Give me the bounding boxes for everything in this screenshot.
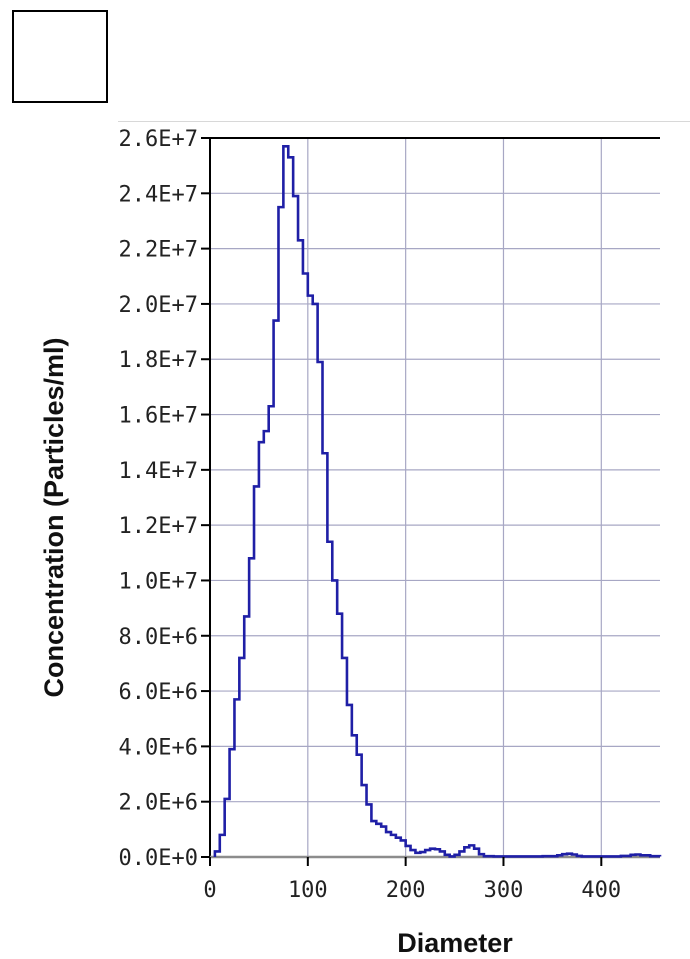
series-layer bbox=[213, 144, 662, 858]
x-ticks: 0 100 200 300 400 bbox=[203, 857, 621, 903]
y-tick-label: 1.8E+7 bbox=[119, 348, 198, 373]
series-line bbox=[213, 144, 662, 858]
divider-line bbox=[118, 121, 690, 122]
y-axis-label: Concentration (Particles/ml) bbox=[39, 337, 69, 697]
x-tick-label: 400 bbox=[581, 878, 621, 903]
y-tick-label: 2.0E+6 bbox=[119, 791, 198, 816]
y-tick-label: 6.0E+6 bbox=[119, 680, 198, 705]
y-tick-label: 2.2E+7 bbox=[119, 238, 198, 263]
y-tick-label: 1.4E+7 bbox=[119, 459, 198, 484]
y-tick-label: 4.0E+6 bbox=[119, 735, 198, 760]
y-tick-label: 2.0E+7 bbox=[119, 293, 198, 318]
x-tick-label: 200 bbox=[386, 878, 426, 903]
grid-lines bbox=[210, 138, 660, 857]
y-tick-label: 2.4E+7 bbox=[119, 182, 198, 207]
y-tick-label: 8.0E+6 bbox=[119, 625, 198, 650]
y-tick-label: 0.0E+0 bbox=[119, 846, 198, 871]
x-axis-label: Diameter bbox=[397, 928, 513, 958]
y-ticks: 0.0E+0 2.0E+6 4.0E+6 6.0E+6 8.0E+6 1.0E+7 1.2E… bbox=[119, 127, 210, 871]
y-tick-label: 1.0E+7 bbox=[119, 569, 198, 594]
legend-box bbox=[12, 10, 108, 103]
x-tick-label: 100 bbox=[288, 878, 328, 903]
y-tick-label: 1.2E+7 bbox=[119, 514, 198, 539]
x-tick-label: 0 bbox=[203, 878, 216, 903]
y-tick-label: 1.6E+7 bbox=[119, 404, 198, 429]
y-tick-label: 2.6E+7 bbox=[119, 127, 198, 152]
x-tick-label: 300 bbox=[484, 878, 524, 903]
